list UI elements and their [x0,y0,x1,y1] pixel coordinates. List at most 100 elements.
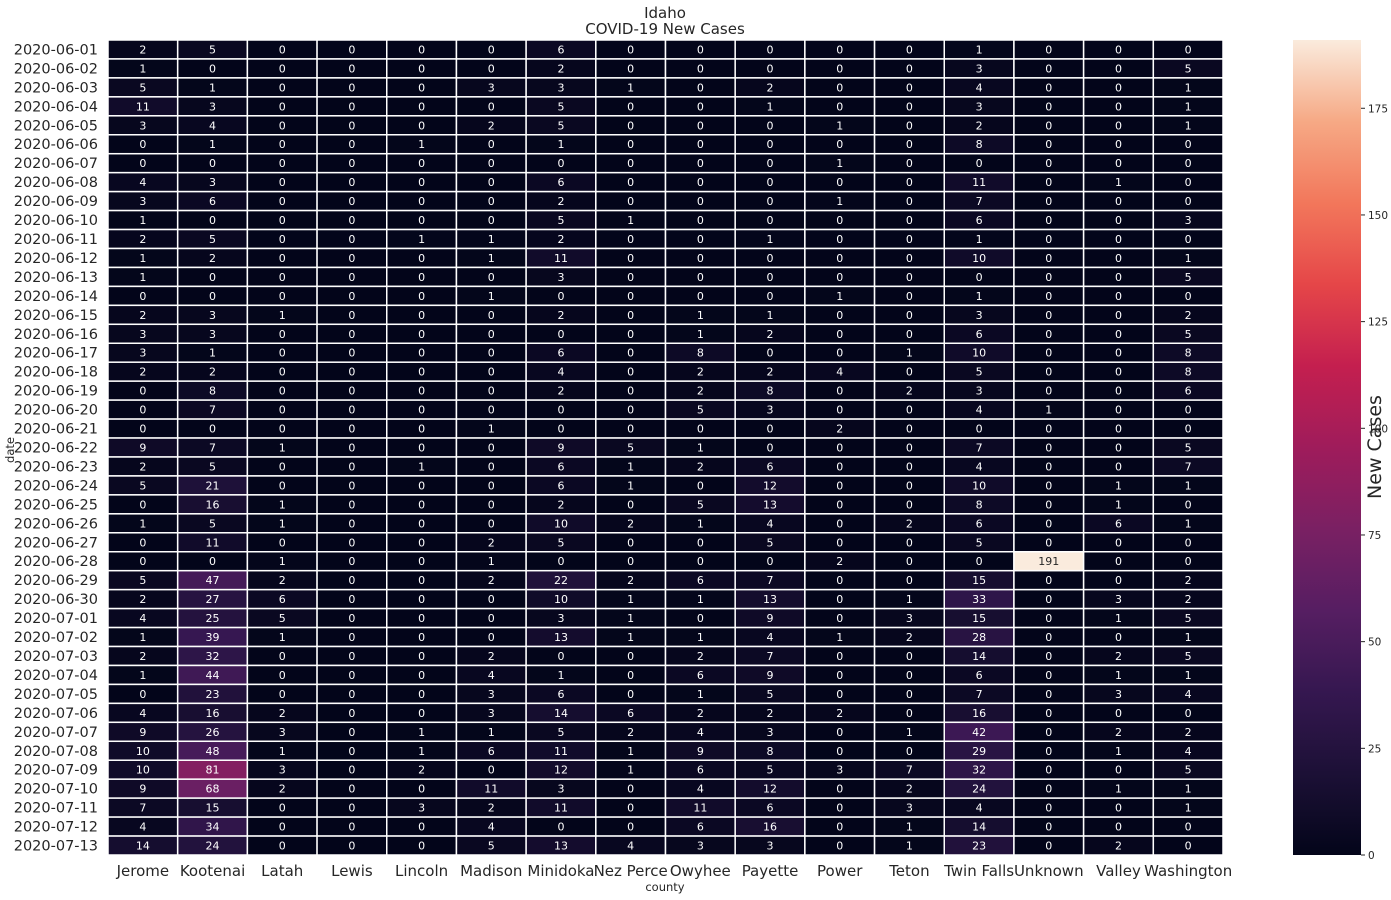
cell-value-label: 3 [836,764,843,777]
cell-value-label: 2 [418,764,425,777]
cell-value-label: 11 [693,802,707,815]
cell-value-label: 0 [906,309,913,322]
cell-value-label: 0 [836,233,843,246]
cell-value-label: 2 [488,119,495,132]
cell-value-label: 0 [488,479,495,492]
x-tick-labels: Jerome Kootenai Latah Lewis Lincoln Madison Mi… [116,862,1233,880]
cell-value-label: 2 [697,707,704,720]
cell-value-label: 0 [279,536,286,549]
cell-value-label: 0 [418,290,425,303]
colorbar [1293,40,1361,855]
cell-value-label: 1 [627,214,634,227]
cell-value-label: 1 [209,138,216,151]
x-tick-label: Teton [888,862,929,880]
cell-value-label: 0 [279,195,286,208]
cell-value-label: 0 [767,252,774,265]
cell-value-label: 0 [418,498,425,511]
cell-value-label: 14 [972,821,986,834]
cell-value-label: 3 [488,688,495,701]
cell-value-label: 2 [627,517,634,530]
cell-value-label: 11 [206,536,220,549]
cell-value-label: 6 [209,195,216,208]
cell-value-label: 0 [418,119,425,132]
y-tick-label: 2020-06-01 [14,42,98,58]
y-tick-label: 2020-07-09 [14,763,98,779]
cell-value-label: 0 [1045,157,1052,170]
y-tick-label: 2020-06-15 [14,308,98,324]
cell-value-label: 0 [836,271,843,284]
cell-value-label: 0 [906,271,913,284]
cell-value-label: 10 [554,517,568,530]
cell-value-label: 0 [697,290,704,303]
cell-value-label: 2 [697,650,704,663]
cell-value-label: 0 [836,726,843,739]
cell-value-label: 1 [697,631,704,644]
cell-value-label: 3 [279,726,286,739]
cell-value-label: 0 [697,195,704,208]
y-tick-label: 2020-06-03 [14,80,98,96]
cell-value-label: 0 [488,328,495,341]
cell-value-label: 2 [767,328,774,341]
cell-value-label: 1 [488,252,495,265]
colorbar-tick-label: 0 [1368,850,1375,862]
cell-value-label: 4 [1185,745,1192,758]
cell-value-label: 2 [139,593,146,606]
colorbar-tick-label: 50 [1368,637,1381,649]
cell-value-label: 0 [1045,593,1052,606]
cell-value-label: 7 [1185,460,1192,473]
cell-value-label: 0 [697,536,704,549]
cell-value-label: 1 [279,555,286,568]
heatmap-cells [107,39,1224,856]
cell-value-label: 4 [697,726,704,739]
cell-value-label: 0 [1115,157,1122,170]
cell-value-label: 8 [976,138,983,151]
y-tick-label: 2020-06-22 [14,441,98,457]
cell-value-label: 0 [418,612,425,625]
y-tick-label: 2020-06-07 [14,156,98,172]
cell-value-label: 0 [348,821,355,834]
cell-value-label: 5 [767,688,774,701]
cell-value-label: 4 [697,783,704,796]
cell-value-label: 0 [627,347,634,360]
cell-value-label: 0 [348,517,355,530]
cell-value-label: 0 [348,214,355,227]
cell-value-label: 8 [767,385,774,398]
cell-value-label: 0 [1045,100,1052,113]
y-tick-label: 2020-06-19 [14,384,98,400]
cell-value-label: 1 [697,517,704,530]
cell-value-label: 2 [557,385,564,398]
cell-value-label: 0 [627,423,634,436]
cell-value-label: 5 [279,612,286,625]
cell-value-label: 2 [836,423,843,436]
cell-value-label: 1 [139,631,146,644]
cell-value-label: 3 [209,309,216,322]
cell-value-label: 0 [1045,347,1052,360]
cell-value-label: 1 [418,460,425,473]
cell-value-label: 2 [1185,593,1192,606]
cell-value-label: 0 [1115,252,1122,265]
cell-value-label: 14 [136,840,150,853]
cell-value-label: 16 [206,707,220,720]
cell-value-label: 2 [697,366,704,379]
cell-value-label: 2 [488,802,495,815]
cell-value-label: 0 [279,385,286,398]
cell-value-label: 24 [206,840,220,853]
cell-value-label: 0 [627,821,634,834]
cell-value-label: 0 [1045,81,1052,94]
cell-value-label: 0 [209,157,216,170]
cell-value-label: 5 [697,404,704,417]
cell-value-label: 0 [279,479,286,492]
cell-value-label: 0 [906,555,913,568]
cell-value-label: 0 [836,593,843,606]
cell-value-label: 0 [627,138,634,151]
cell-value-label: 0 [348,157,355,170]
cell-value-label: 7 [139,802,146,815]
y-tick-label: 2020-06-29 [14,573,98,589]
cell-value-label: 0 [139,498,146,511]
cell-value-label: 0 [1185,157,1192,170]
cell-value-label: 0 [348,404,355,417]
cell-value-label: 2 [1185,574,1192,587]
cell-value-label: 0 [906,688,913,701]
cell-value-label: 0 [348,271,355,284]
cell-value-label: 0 [1115,423,1122,436]
